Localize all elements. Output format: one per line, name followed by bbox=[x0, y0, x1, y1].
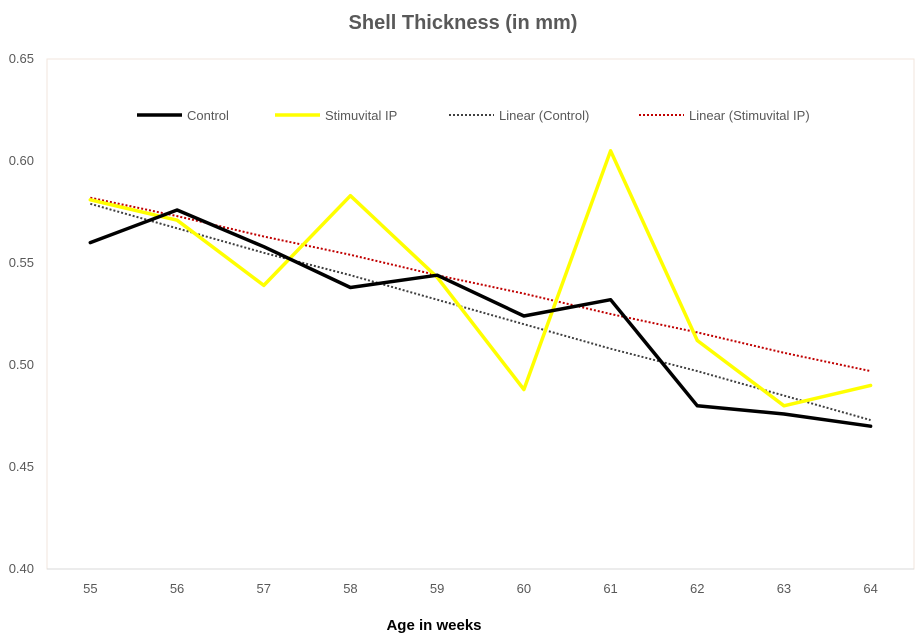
series-layer bbox=[88, 149, 873, 428]
series-line-linear-stimuvital-ip bbox=[90, 196, 871, 373]
x-axis-title: Age in weeks bbox=[386, 617, 481, 634]
y-tick-label: 0.55 bbox=[9, 255, 34, 270]
legend-label: Stimuvital IP bbox=[325, 108, 397, 123]
x-tick-label: 60 bbox=[517, 581, 531, 596]
y-tick-label: 0.50 bbox=[9, 357, 34, 372]
series-line-stimuvital-ip bbox=[88, 149, 873, 408]
x-tick-label: 62 bbox=[690, 581, 704, 596]
legend-label: Linear (Control) bbox=[499, 108, 589, 123]
x-tick-label: 59 bbox=[430, 581, 444, 596]
x-tick-label: 55 bbox=[83, 581, 97, 596]
x-tick-label: 64 bbox=[863, 581, 877, 596]
x-axis: 55 56 57 58 59 60 61 62 63 64 bbox=[83, 581, 878, 596]
x-tick-label: 58 bbox=[343, 581, 357, 596]
y-tick-label: 0.60 bbox=[9, 153, 34, 168]
series-line-control bbox=[88, 208, 873, 428]
legend: Control Stimuvital IP Linear (Control) Line… bbox=[137, 108, 810, 123]
x-tick-label: 61 bbox=[603, 581, 617, 596]
x-tick-label: 57 bbox=[257, 581, 271, 596]
y-axis: 0.40 0.45 0.50 0.55 0.60 0.65 bbox=[9, 51, 34, 576]
x-tick-label: 56 bbox=[170, 581, 184, 596]
y-tick-label: 0.65 bbox=[9, 51, 34, 66]
y-tick-label: 0.40 bbox=[9, 561, 34, 576]
y-tick-label: 0.45 bbox=[9, 459, 34, 474]
series-line-linear-control bbox=[90, 202, 871, 422]
legend-label: Linear (Stimuvital IP) bbox=[689, 108, 810, 123]
x-tick-label: 63 bbox=[777, 581, 791, 596]
chart-title: Shell Thickness (in mm) bbox=[349, 12, 578, 34]
legend-label: Control bbox=[187, 108, 229, 123]
